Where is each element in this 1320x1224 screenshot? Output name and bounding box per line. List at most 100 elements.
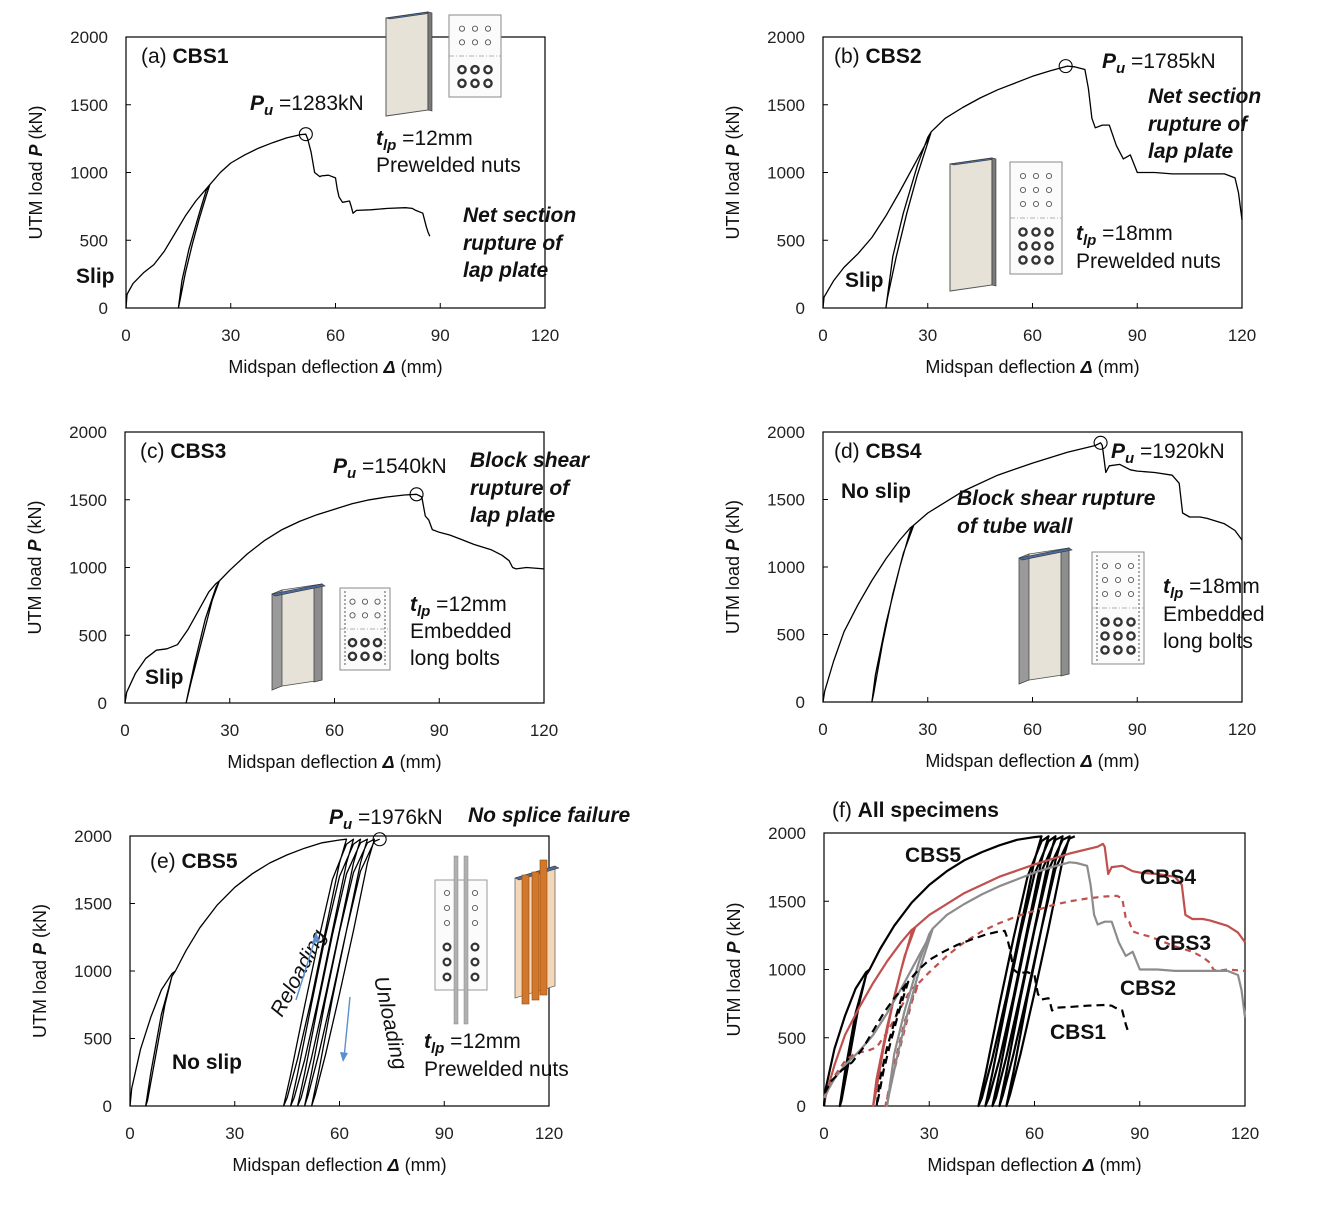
x-tick-label: 0: [120, 721, 129, 740]
splice-illustration: [434, 855, 488, 1025]
failure-mode-line2: rupture of: [1148, 113, 1249, 136]
x-tick-label: 90: [431, 326, 450, 345]
x-tick-label: 60: [325, 721, 344, 740]
connection-type-line1: Embedded: [1163, 603, 1265, 626]
failure-mode-line2: rupture of: [470, 477, 571, 500]
x-tick-label: 120: [530, 721, 558, 740]
ultimate-load-label: Pu =1283kN: [250, 92, 364, 119]
series-line-cbs5: [129, 838, 380, 1107]
ultimate-load-marker: [372, 832, 387, 847]
y-tick-label: 1000: [767, 558, 805, 577]
y-tick-label: 500: [777, 626, 805, 645]
failure-mode-line3: lap plate: [470, 504, 556, 527]
x-axis-label: Midspan deflection Δ (mm): [232, 1155, 446, 1175]
y-tick-label: 500: [80, 231, 108, 250]
x-axis-label: Midspan deflection Δ (mm): [228, 357, 442, 377]
y-tick-label: 1500: [767, 96, 805, 115]
rod-illustration: [514, 859, 560, 1005]
y-tick-label: 0: [98, 694, 107, 713]
x-axis-label: Midspan deflection Δ (mm): [227, 752, 441, 772]
y-tick-label: 1000: [767, 164, 805, 183]
lap-plate-thickness: tlp =18mm: [1163, 575, 1260, 602]
y-tick-label: 1500: [767, 491, 805, 510]
x-tick-label: 30: [918, 326, 937, 345]
reloading-arrowhead: [312, 932, 320, 943]
panel-title: (b) CBS2: [834, 45, 922, 68]
y-axis-label: UTM load P (kN): [25, 500, 45, 634]
lap-plate-illustration: [385, 11, 433, 117]
ultimate-load-marker: [409, 487, 424, 502]
panel-title: (c) CBS3: [140, 440, 226, 463]
series-line-cbs4: [822, 442, 1243, 703]
lap-plate-illustration: [949, 157, 997, 292]
x-tick-label: 60: [326, 326, 345, 345]
y-axis-label: UTM load P (kN): [723, 500, 743, 634]
ultimate-load-marker: [1093, 435, 1108, 450]
lap-plate-thickness: tlp =18mm: [1076, 222, 1173, 249]
x-tick-label: 90: [1128, 720, 1147, 739]
y-tick-label: 1500: [70, 96, 108, 115]
y-tick-label: 1000: [74, 962, 112, 981]
y-tick-label: 1500: [74, 895, 112, 914]
series-label-cbs1: CBS1: [1050, 1021, 1106, 1044]
y-axis-label: UTM load P (kN): [26, 105, 46, 239]
x-axis-label: Midspan deflection Δ (mm): [925, 751, 1139, 771]
connection-type-line1: Embedded: [410, 620, 512, 643]
series-line-cbs1: [125, 133, 431, 309]
failure-mode-line1: Net section: [1148, 85, 1261, 108]
x-tick-label: 90: [1128, 326, 1147, 345]
y-tick-label: 0: [99, 299, 108, 318]
failure-mode-line2: of tube wall: [957, 515, 1074, 538]
y-tick-label: 0: [796, 693, 805, 712]
y-tick-label: 2000: [768, 824, 806, 843]
y-tick-label: 1500: [768, 892, 806, 911]
x-tick-label: 120: [535, 1124, 563, 1143]
lap-plate-thickness: tlp =12mm: [424, 1030, 521, 1057]
series-label-cbs3: CBS3: [1155, 932, 1211, 955]
failure-mode-line3: lap plate: [463, 259, 549, 282]
panel-f: 0 30 60 90 120 0 500 1000 1500 2000 Midspan deflec…: [724, 799, 1259, 1175]
x-axis-label: Midspan deflection Δ (mm): [927, 1155, 1141, 1175]
x-tick-label: 90: [1130, 1124, 1149, 1143]
unloading-arrow: [343, 996, 351, 1059]
failure-mode-line3: lap plate: [1148, 140, 1234, 163]
connection-type-line2: long bolts: [410, 647, 500, 670]
y-tick-label: 2000: [70, 28, 108, 47]
x-axis-label: Midspan deflection Δ (mm): [925, 357, 1139, 377]
panel-c: 0 30 60 90 120 0 500 1000 1500 2000 Midspan deflec…: [25, 423, 591, 772]
series-label-cbs5: CBS5: [905, 844, 961, 867]
series-line-cbs1: [822, 929, 1131, 1108]
ultimate-load-label: Pu =1540kN: [333, 455, 447, 482]
lap-plate-thickness: tlp =12mm: [410, 593, 507, 620]
series-label-cbs4: CBS4: [1140, 866, 1196, 889]
panel-title: (a) CBS1: [141, 45, 229, 68]
bolt-layout-illustration: [1009, 161, 1063, 275]
y-tick-label: 500: [777, 231, 805, 250]
ultimate-load-label: Pu =1785kN: [1102, 50, 1216, 77]
x-tick-label: 60: [1025, 1124, 1044, 1143]
x-tick-label: 60: [1023, 720, 1042, 739]
x-tick-label: 30: [221, 326, 240, 345]
bolt-layout-illustration: [448, 14, 502, 98]
series-line-cbs2: [822, 861, 1247, 1108]
connection-type: Prewelded nuts: [376, 154, 521, 177]
y-tick-label: 1000: [70, 164, 108, 183]
y-tick-label: 2000: [767, 423, 805, 442]
ultimate-load-label: Pu =1920kN: [1111, 440, 1225, 467]
bolt-layout-illustration: [1091, 551, 1145, 665]
series-line-cbs3: [124, 493, 545, 704]
failure-mode: No splice failure: [468, 804, 631, 827]
panel-title: (f) All specimens: [832, 799, 999, 822]
panel-title: (d) CBS4: [834, 440, 922, 463]
x-tick-label: 0: [121, 326, 130, 345]
unloading-label: Unloading: [369, 974, 411, 1072]
series-label-cbs2: CBS2: [1120, 977, 1176, 1000]
panel-title: (e) CBS5: [150, 850, 238, 873]
unloading-arrowhead: [340, 1052, 348, 1062]
x-tick-label: 30: [920, 1124, 939, 1143]
x-tick-label: 0: [818, 720, 827, 739]
x-tick-label: 0: [819, 1124, 828, 1143]
x-tick-label: 30: [918, 720, 937, 739]
y-tick-label: 500: [84, 1030, 112, 1049]
